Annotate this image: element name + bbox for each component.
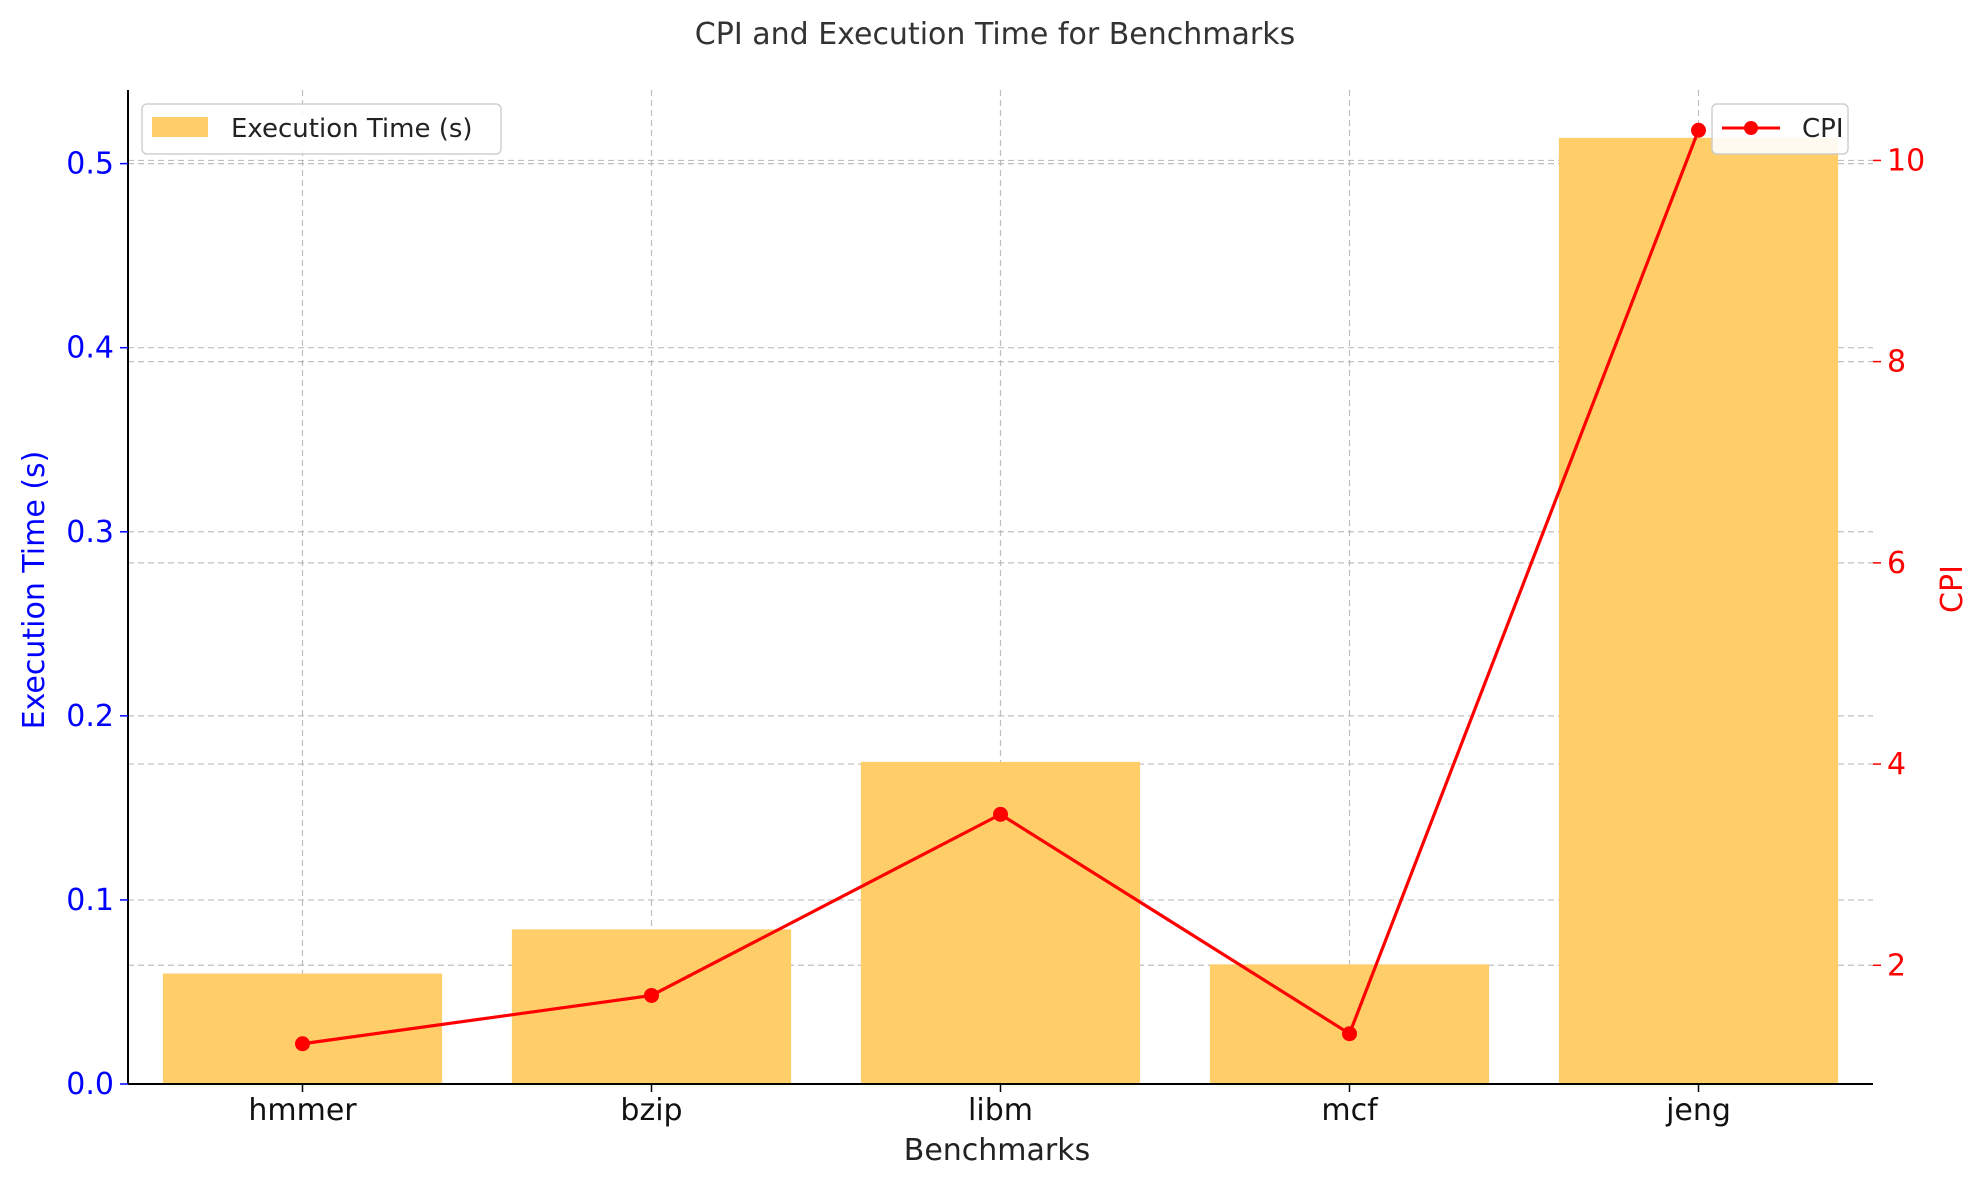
cpi-point-hmmer (295, 1036, 310, 1052)
x-tick-label: jeng (1665, 1093, 1731, 1128)
legend-label: CPI (1802, 114, 1844, 144)
y-tick-label-right: 10 (1887, 143, 1925, 178)
y-tick-label-right: 4 (1887, 747, 1906, 782)
bar-layer (162, 137, 1839, 1084)
x-tick-label: hmmer (248, 1093, 357, 1128)
cpi-point-libm (993, 806, 1008, 822)
y-tick-label-left: 0.5 (66, 147, 114, 182)
x-tick-label: mcf (1321, 1093, 1379, 1128)
legend-box (141, 103, 502, 155)
legend-cpi: CPI (1711, 103, 1849, 155)
y-tick-label-left: 0.3 (66, 515, 114, 550)
x-axis-label: Benchmarks (904, 1133, 1091, 1168)
bar-mcf (1209, 964, 1490, 1084)
legend-label: Execution Time (s) (231, 114, 473, 144)
cpi-point-bzip (644, 987, 659, 1003)
x-tick-label: bzip (620, 1093, 682, 1128)
line-layer (295, 122, 1706, 1052)
y-tick-label-right: 2 (1887, 948, 1906, 983)
chart-title: CPI and Execution Time for Benchmarks (695, 17, 1295, 52)
y-axis-label-right: CPI (1935, 565, 1970, 613)
legend-marker-swatch (1744, 121, 1758, 135)
x-tick-label: libm (968, 1093, 1033, 1128)
y-tick-label-left: 0.0 (66, 1067, 114, 1102)
y-tick-label-right: 6 (1887, 546, 1906, 581)
legend-bar-swatch (152, 117, 208, 137)
y-tick-label-left: 0.2 (66, 699, 114, 734)
cpi-point-jeng (1691, 122, 1706, 138)
tick-layer: hmmer bzip libm mcf jeng 0.0 0.1 0.2 0.3 0.4 0.5 2 4… (66, 143, 1925, 1128)
y-tick-label-right: 8 (1887, 345, 1906, 380)
y-tick-label-left: 0.4 (66, 331, 114, 366)
y-tick-label-left: 0.1 (66, 883, 114, 918)
cpi-point-mcf (1342, 1026, 1357, 1042)
legend-execution-time: Execution Time (s) (141, 103, 502, 155)
y-axis-label-left: Execution Time (s) (17, 451, 52, 730)
bar-hmmer (162, 973, 443, 1084)
bar-jeng (1558, 137, 1839, 1084)
bar-bzip (511, 929, 792, 1084)
